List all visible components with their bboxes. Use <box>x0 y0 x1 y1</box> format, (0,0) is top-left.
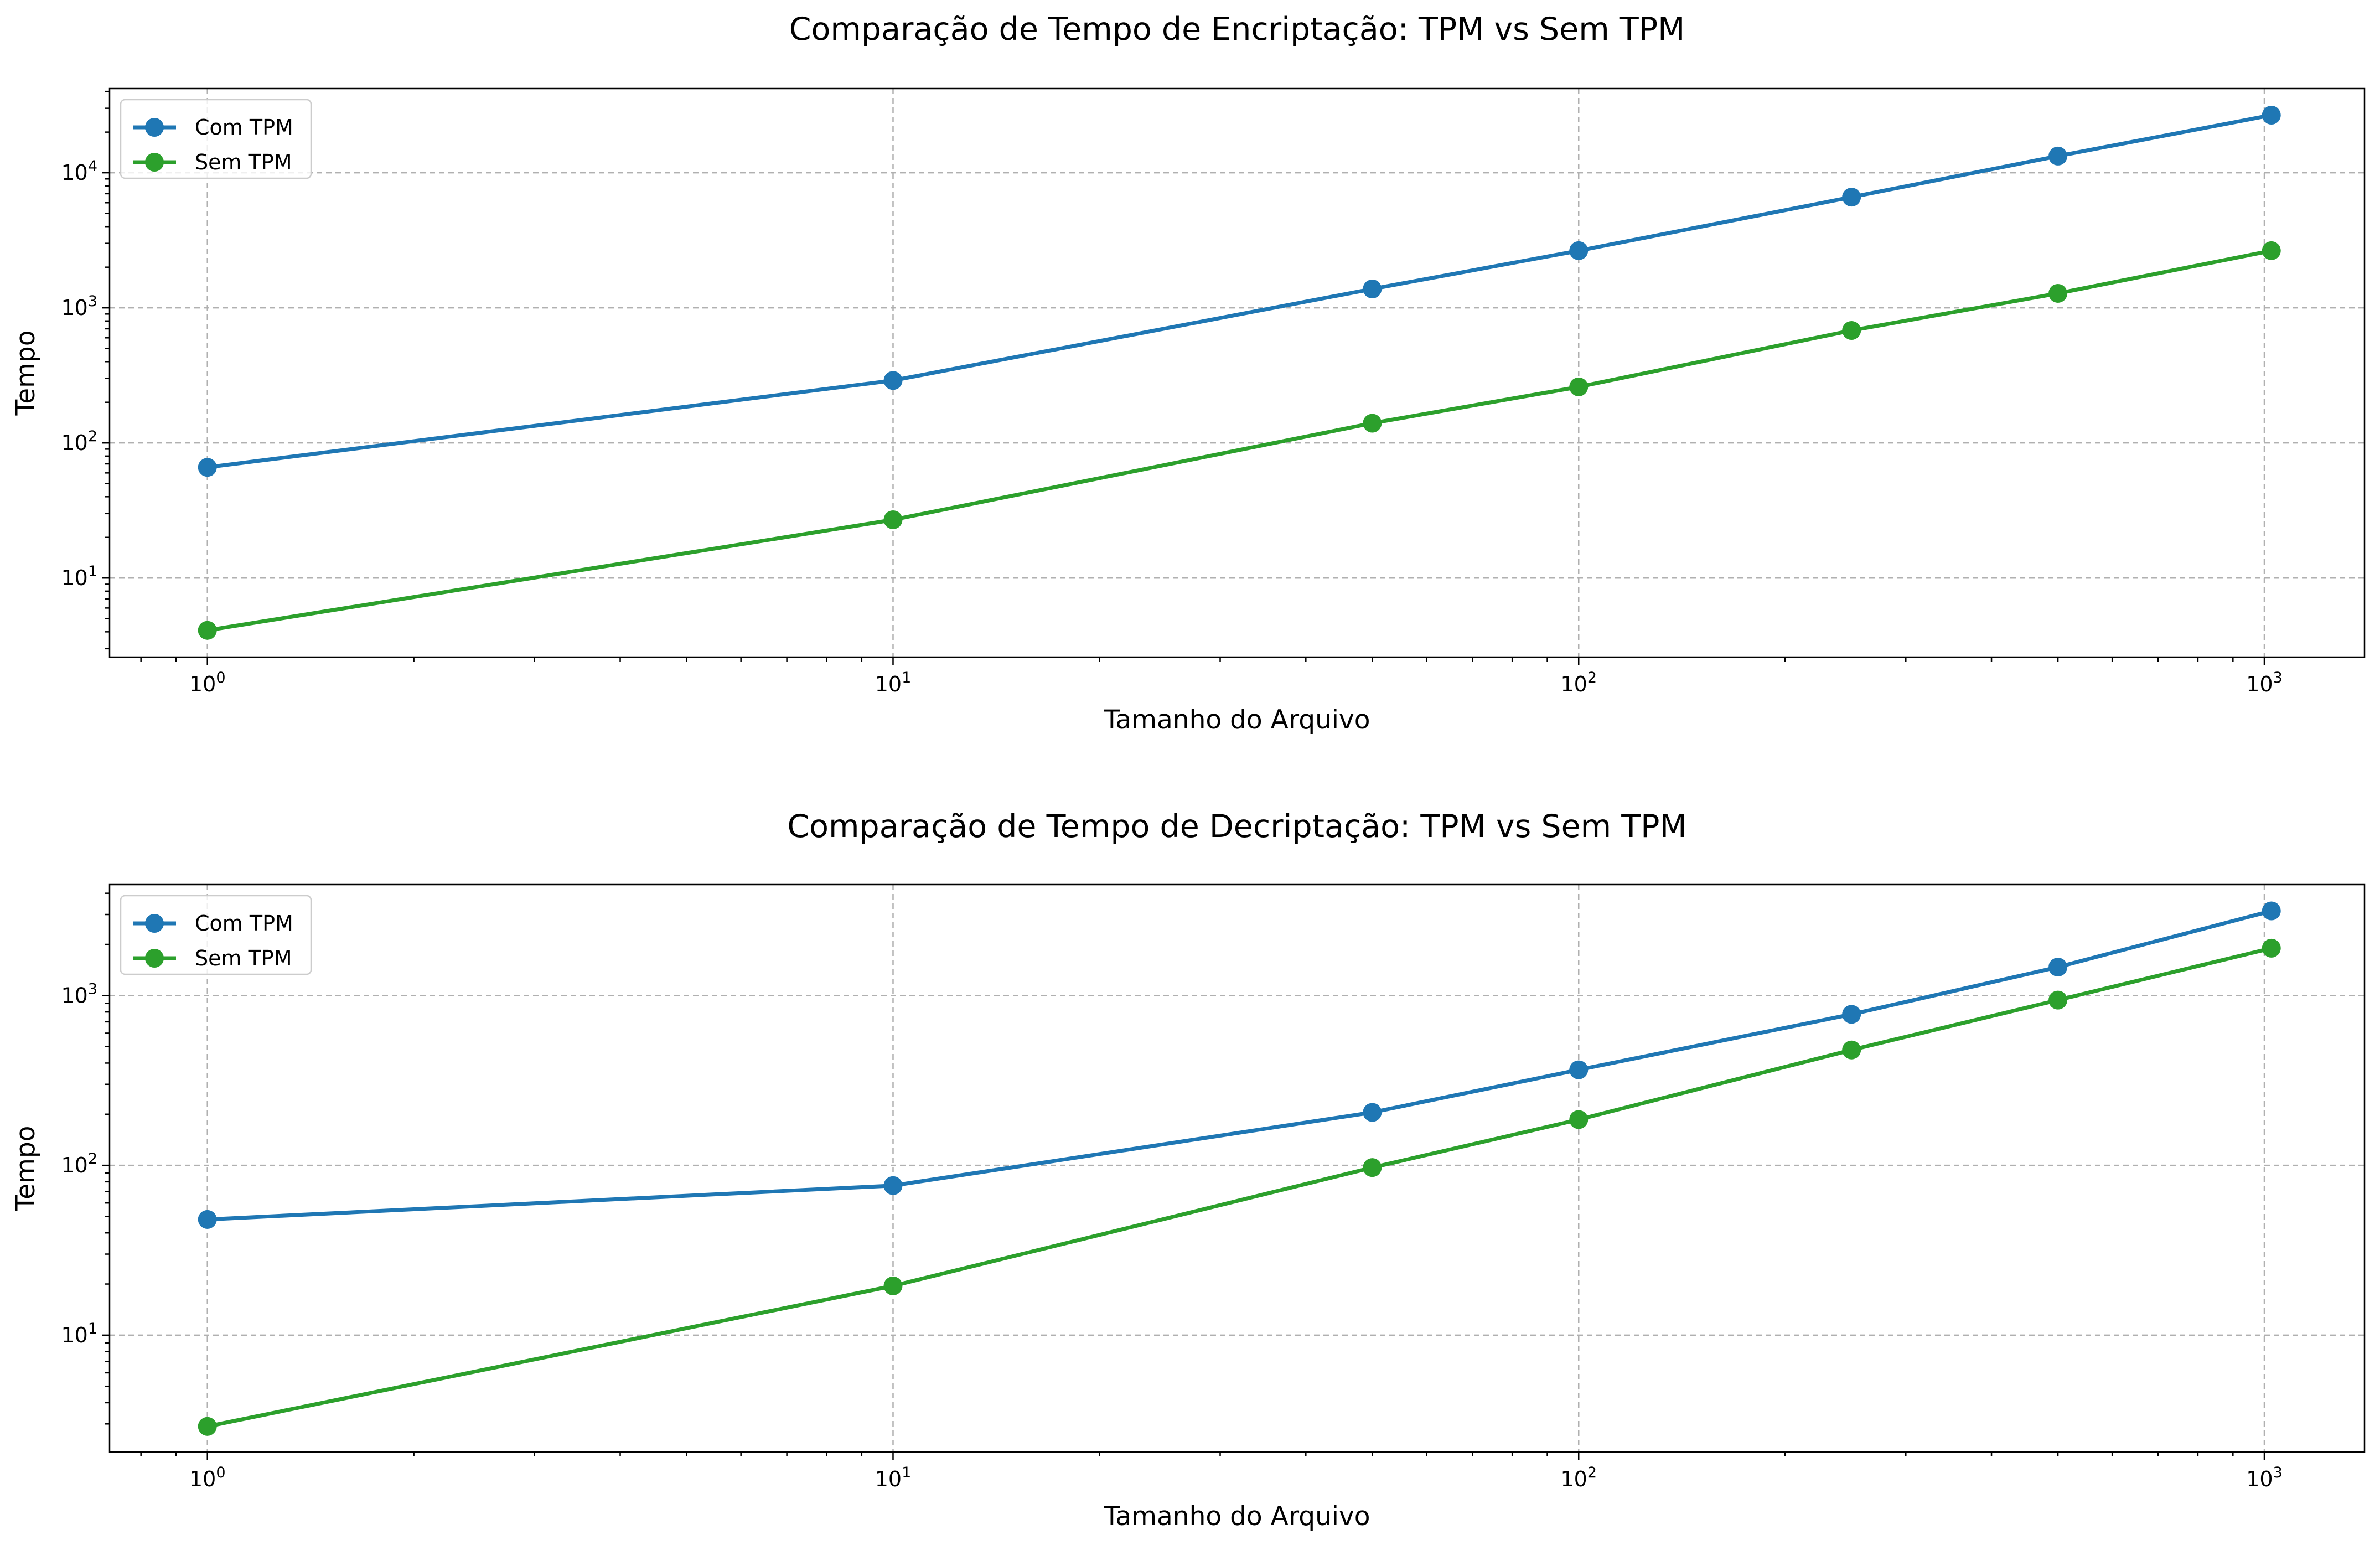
y-tick-label: 101 <box>61 1320 97 1347</box>
minor-ticks <box>105 90 2234 662</box>
data-point <box>883 510 903 529</box>
chart-title: Comparação de Tempo de Decriptação: TPM … <box>787 808 1686 845</box>
minor-ticks <box>105 892 2234 1456</box>
data-point <box>2048 958 2068 977</box>
legend-marker <box>145 153 164 172</box>
chart-title: Comparação de Tempo de Encriptação: TPM … <box>789 11 1685 48</box>
data-point <box>198 621 217 640</box>
x-tick-label: 100 <box>189 669 226 696</box>
data-point <box>2048 283 2068 303</box>
data-point <box>198 1210 217 1229</box>
data-point <box>2262 106 2281 125</box>
y-tick-label: 101 <box>61 563 97 590</box>
data-point <box>1569 1110 1589 1129</box>
legend: Com TPM Sem TPM <box>120 99 312 179</box>
legend-box <box>120 99 312 179</box>
data-point <box>1363 414 1382 433</box>
data-point <box>2262 938 2281 958</box>
data-point <box>198 1417 217 1436</box>
y-tick-label: 103 <box>61 980 97 1007</box>
data-point <box>1842 1040 1861 1060</box>
data-point <box>1363 1103 1382 1122</box>
x-tick-label: 100 <box>189 1464 226 1491</box>
plot-frame <box>108 87 2366 658</box>
x-tick-label: 101 <box>875 1464 912 1491</box>
data-point <box>1842 321 1861 340</box>
data-point <box>1569 1060 1589 1079</box>
legend-label: Com TPM <box>195 115 293 139</box>
data-point <box>883 1276 903 1295</box>
y-tick-label: 104 <box>61 158 97 185</box>
legend: Com TPM Sem TPM <box>120 895 312 975</box>
chart-1: Comparação de Tempo de Encriptação: TPM … <box>11 11 2366 735</box>
plot-frame <box>108 883 2366 1453</box>
data-point <box>883 371 903 390</box>
x-tick-label: 102 <box>1560 669 1597 696</box>
y-tick-label: 102 <box>61 1150 97 1177</box>
data-point <box>1569 241 1589 260</box>
legend-marker <box>145 914 164 933</box>
legend-box <box>120 895 312 975</box>
x-tick-label: 101 <box>875 669 912 696</box>
series-2 <box>198 938 2281 1436</box>
data-point <box>2262 241 2281 260</box>
data-point <box>2048 990 2068 1010</box>
series-line <box>205 113 2274 469</box>
grid-lines <box>110 885 2365 1452</box>
data-point <box>883 1176 903 1195</box>
x-tick-label: 102 <box>1560 1464 1597 1491</box>
y-axis-label: Tempo <box>11 330 41 416</box>
series-1 <box>198 106 2281 477</box>
x-axis-label: Tamanho do Arquivo <box>1103 1501 1370 1532</box>
y-tick-label: 102 <box>61 428 97 455</box>
y-axis-label: Tempo <box>11 1125 41 1211</box>
x-tick-label: 103 <box>2246 669 2283 696</box>
data-point <box>198 458 217 477</box>
legend-label: Sem TPM <box>195 946 292 970</box>
data-point <box>1569 377 1589 396</box>
chart-2: Comparação de Tempo de Decriptação: TPM … <box>11 808 2366 1532</box>
x-tick-label: 103 <box>2246 1464 2283 1491</box>
legend-marker <box>145 949 164 968</box>
data-point <box>1363 1158 1382 1177</box>
series-2 <box>198 241 2281 640</box>
legend-label: Sem TPM <box>195 150 292 174</box>
data-point <box>1842 1005 1861 1024</box>
legend-label: Com TPM <box>195 911 293 936</box>
series-1 <box>198 901 2281 1229</box>
data-point <box>2048 146 2068 166</box>
legend-marker <box>145 118 164 137</box>
series-line <box>205 909 2274 1222</box>
grid-lines <box>110 89 2365 657</box>
data-point <box>1842 188 1861 207</box>
x-axis-label: Tamanho do Arquivo <box>1103 705 1370 735</box>
series-line <box>205 946 2274 1429</box>
data-point <box>1363 280 1382 299</box>
data-point <box>2262 901 2281 921</box>
y-tick-label: 103 <box>61 293 97 320</box>
